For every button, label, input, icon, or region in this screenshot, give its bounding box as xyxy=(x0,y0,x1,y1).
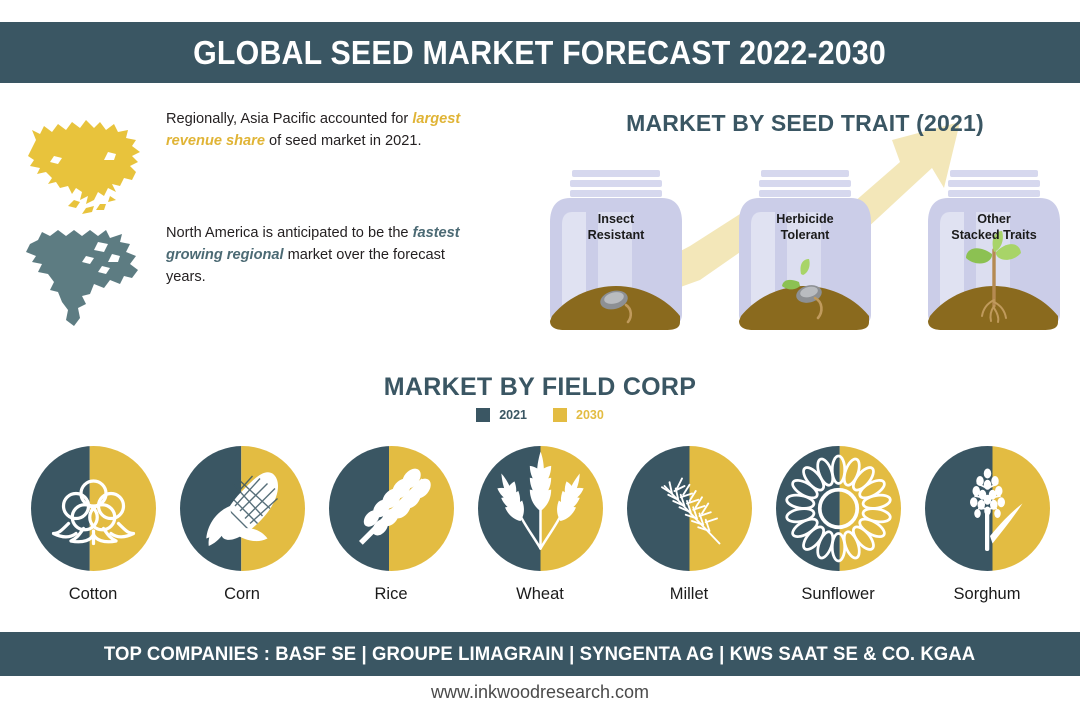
region-callout-asia-pacific: Regionally, Asia Pacific accounted for l… xyxy=(24,108,476,218)
cotton-icon xyxy=(30,446,156,571)
region-highlight-asia: largest revenue share xyxy=(166,111,461,150)
page-title: GLOBAL SEED MARKET FORECAST 2022-2030 xyxy=(193,33,887,71)
region-highlight-na: fastest growing regional xyxy=(166,225,460,264)
jar-insect-resistant: Insect Resistant xyxy=(540,166,692,334)
wheat-icon xyxy=(477,446,603,571)
crop-label-sorghum: Sorghum xyxy=(953,585,1021,603)
website-url[interactable]: www.inkwoodresearch.com xyxy=(430,682,650,702)
field-crop-title: MARKET BY FIELD CORP xyxy=(383,373,697,401)
crop-item-corn[interactable]: Corn xyxy=(179,446,305,604)
jar-label-line2: Tolerant xyxy=(780,228,830,243)
field-crop-legend: 2021 2030 xyxy=(0,408,1080,422)
crop-label-millet: Millet xyxy=(669,585,709,603)
region-text-north-america: North America is anticipated to be the f… xyxy=(166,222,476,289)
corn-icon xyxy=(179,446,305,571)
field-crop-circles: Cotton Corn xyxy=(0,446,1080,604)
region-text-na-after: market over the forecast years. xyxy=(166,247,445,286)
legend-item-2021: 2021 xyxy=(476,408,527,422)
crop-label-corn: Corn xyxy=(224,585,260,603)
asia-pacific-map-icon xyxy=(24,108,144,218)
jar-other-stacked-traits: Other Stacked Traits xyxy=(918,166,1070,334)
region-text-asia-pacific: Regionally, Asia Pacific accounted for l… xyxy=(166,108,476,152)
crop-item-sunflower[interactable]: Sunflower xyxy=(775,446,901,604)
jar-herbicide-tolerant: Herbicide Tolerant xyxy=(729,166,881,334)
seed-trait-title: MARKET BY SEED TRAIT (2021) xyxy=(626,110,984,136)
legend-label-2021: 2021 xyxy=(499,408,527,422)
region-callout-north-america: North America is anticipated to be the f… xyxy=(24,222,476,332)
crop-label-sunflower: Sunflower xyxy=(801,585,875,603)
region-text-asia-before: Regionally, Asia Pacific accounted for xyxy=(166,111,413,127)
jar-label-line1: Insect xyxy=(597,212,635,226)
legend-swatch-2021 xyxy=(476,408,491,422)
jar-label-other-stacked-traits: Other Stacked Traits xyxy=(918,211,1070,243)
millet-icon xyxy=(626,446,752,571)
north-america-map-icon xyxy=(24,222,144,332)
header-bar: GLOBAL SEED MARKET FORECAST 2022-2030 xyxy=(0,22,1080,83)
legend-swatch-2030 xyxy=(553,408,567,422)
jar-label-insect-resistant: Insect Resistant xyxy=(540,211,692,243)
crop-label-cotton: Cotton xyxy=(68,585,118,603)
region-text-asia-after: of seed market in 2021. xyxy=(264,133,422,150)
legend-item-2030: 2030 xyxy=(553,408,604,422)
crop-item-wheat[interactable]: Wheat xyxy=(477,446,603,604)
rice-icon xyxy=(328,446,454,571)
sorghum-icon xyxy=(924,446,1050,571)
crop-item-rice[interactable]: Rice xyxy=(328,446,454,604)
seed-trait-jars: Insect Resistant Herbicide xyxy=(540,166,1070,334)
top-companies-text: TOP COMPANIES : BASF SE | GROUPE LIMAGRA… xyxy=(104,642,976,665)
jar-label-line1: Other xyxy=(977,212,1011,226)
jar-label-line2: Stacked Traits xyxy=(951,228,1037,243)
upward-trend-arrow-icon xyxy=(592,122,960,316)
jar-label-line2: Resistant xyxy=(587,228,645,243)
crop-item-sorghum[interactable]: Sorghum xyxy=(924,446,1050,604)
footer-bar: TOP COMPANIES : BASF SE | GROUPE LIMAGRA… xyxy=(0,632,1080,676)
sunflower-icon xyxy=(775,446,901,571)
region-text-na-before: North America is anticipated to be the xyxy=(166,225,413,241)
crop-item-millet[interactable]: Millet xyxy=(626,446,752,604)
jar-label-herbicide-tolerant: Herbicide Tolerant xyxy=(729,211,881,243)
seed-trait-section: MARKET BY SEED TRAIT (2021) Insect Resis… xyxy=(540,104,1070,334)
crop-label-rice: Rice xyxy=(374,585,408,603)
legend-label-2030: 2030 xyxy=(576,408,604,422)
crop-label-wheat: Wheat xyxy=(516,585,564,603)
jar-label-line1: Herbicide xyxy=(776,212,834,226)
crop-item-cotton[interactable]: Cotton xyxy=(30,446,156,604)
